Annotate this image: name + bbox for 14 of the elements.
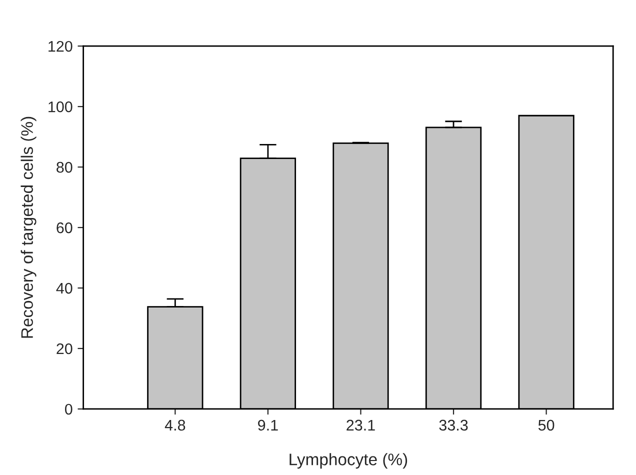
y-tick-label: 0	[65, 404, 72, 415]
y-tick-label: 80	[56, 162, 72, 173]
x-tick-label: 23.1	[346, 420, 375, 431]
x-tick-label: 50	[538, 420, 554, 431]
x-tick-label: 4.8	[164, 420, 186, 431]
y-tick-label: 100	[48, 101, 72, 112]
y-axis-title: Recovery of targeted cells (%)	[20, 116, 36, 338]
y-tick-label: 20	[56, 343, 72, 354]
x-axis-title: Lymphocyte (%)	[290, 453, 408, 469]
x-tick-label: 9.1	[258, 420, 278, 431]
y-tick-label: 120	[48, 40, 72, 52]
y-tick-label: 60	[56, 222, 72, 234]
y-tick-label: 40	[56, 282, 72, 294]
x-tick-label: 33.3	[439, 420, 468, 431]
